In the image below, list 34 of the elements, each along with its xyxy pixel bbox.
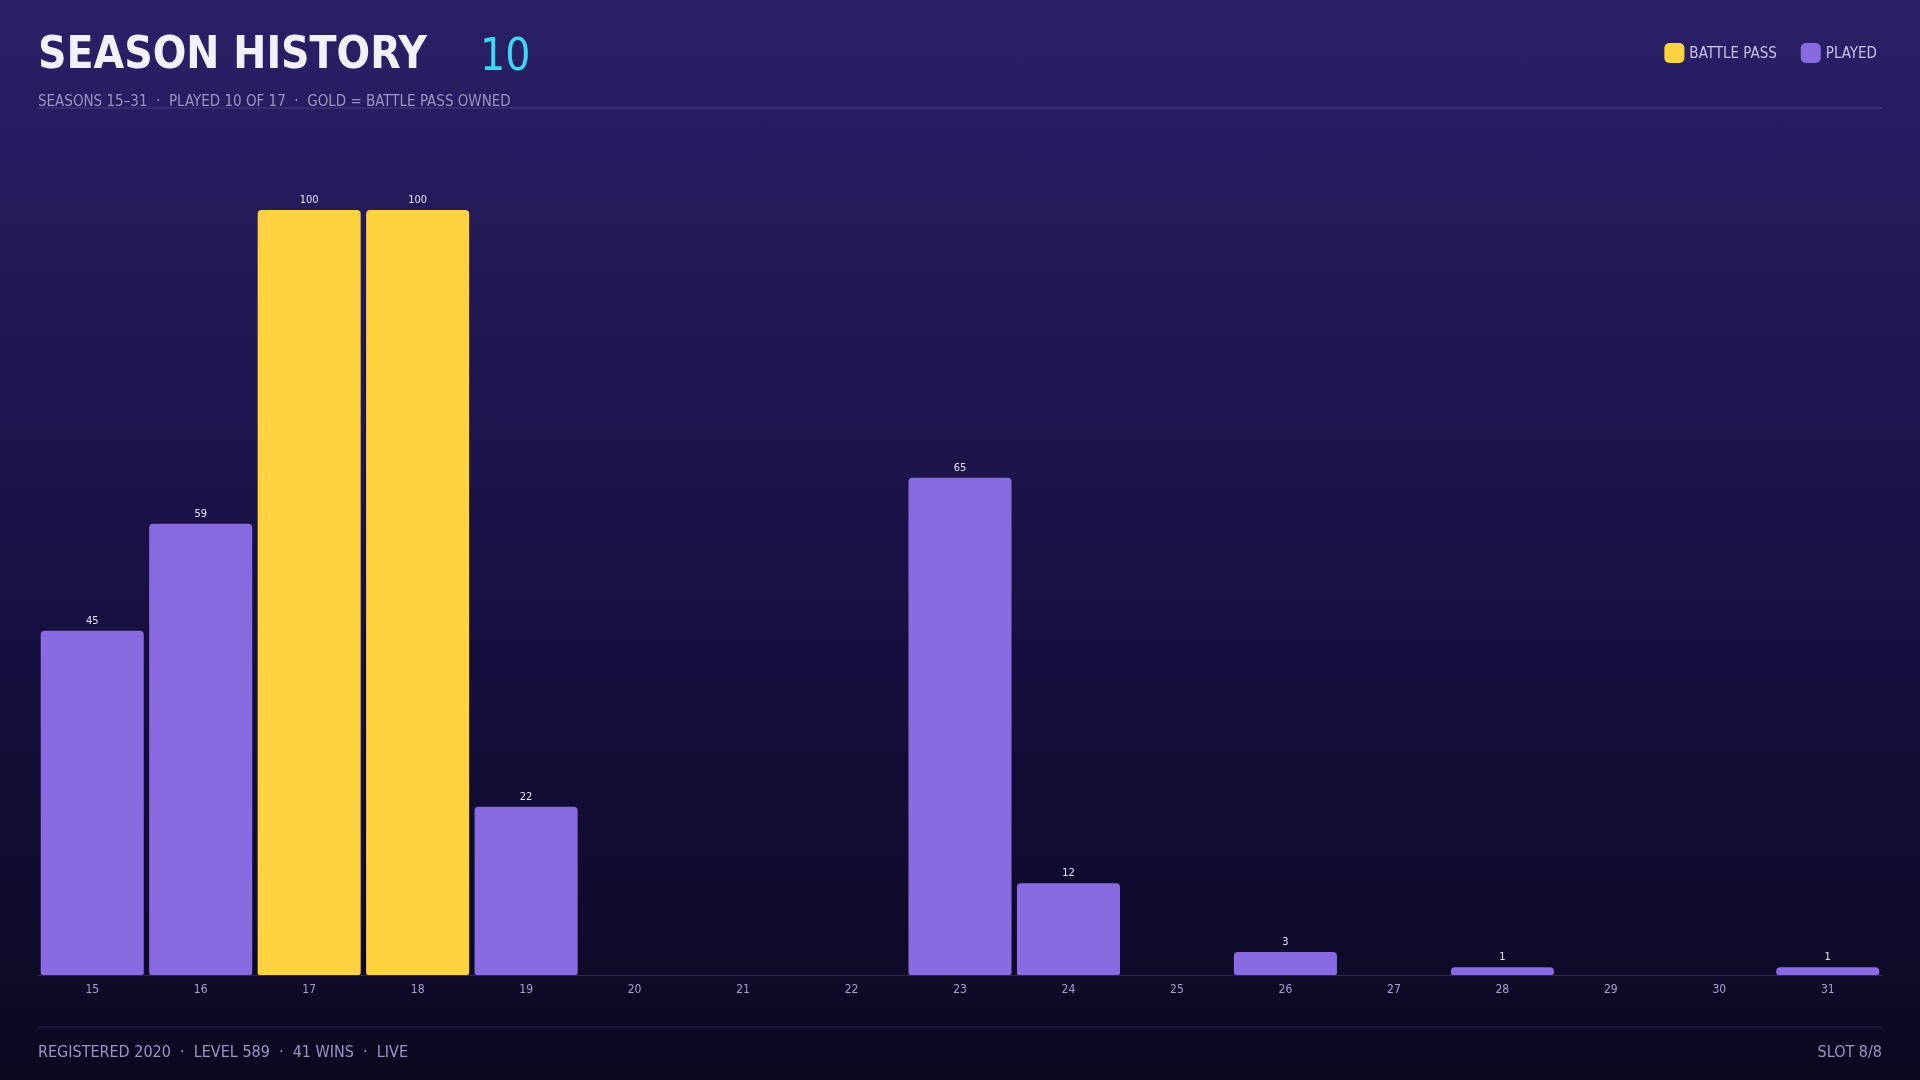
data-label: 59 (194, 506, 207, 520)
x-tick-label: 26 (1278, 982, 1293, 996)
legend-label: PLAYED (1825, 44, 1877, 62)
x-tick-label: 25 (1170, 982, 1184, 996)
x-tick-label: 21 (736, 982, 750, 996)
x-tick-label: 17 (302, 982, 317, 996)
x-tick-label: 15 (85, 982, 100, 996)
text: 10 (480, 28, 531, 80)
x-tick-label: 19 (519, 982, 534, 996)
data-label: 1 (1499, 950, 1506, 964)
x-tick-label: 29 (1603, 982, 1618, 996)
data-label: 12 (1062, 866, 1075, 880)
x-tick-label: 20 (627, 982, 642, 996)
x-tick-label: 31 (1820, 982, 1835, 996)
data-label: 1 (1824, 950, 1831, 964)
x-tick-label: 24 (1061, 982, 1076, 996)
x-tick-label: 16 (193, 982, 208, 996)
text: SLOT 8/8 (1817, 1041, 1882, 1061)
data-label: 45 (85, 613, 99, 627)
data-label: 100 (299, 193, 319, 206)
chart-subtitle: SEASONS 15–31 · PLAYED 10 OF 17 · GOLD = BATTLE PASS OWNED (38, 91, 511, 110)
x-tick-label: 23 (953, 982, 967, 996)
data-label: 100 (408, 193, 428, 206)
chart-title: SEASON HISTORY (38, 26, 429, 78)
data-label: 22 (519, 789, 533, 803)
data-label: 65 (953, 460, 967, 474)
x-tick-label: 22 (844, 982, 859, 996)
data-label: 3 (1282, 935, 1289, 949)
x-tick-label: 30 (1712, 982, 1727, 996)
legend-label: BATTLE PASS (1689, 44, 1777, 62)
x-tick-label: 27 (1387, 982, 1401, 996)
text: REGISTERED 2020 · LEVEL 589 · 41 WINS · LIVE (38, 1041, 409, 1061)
x-tick-label: 28 (1495, 982, 1510, 996)
x-tick-label: 18 (410, 982, 425, 996)
